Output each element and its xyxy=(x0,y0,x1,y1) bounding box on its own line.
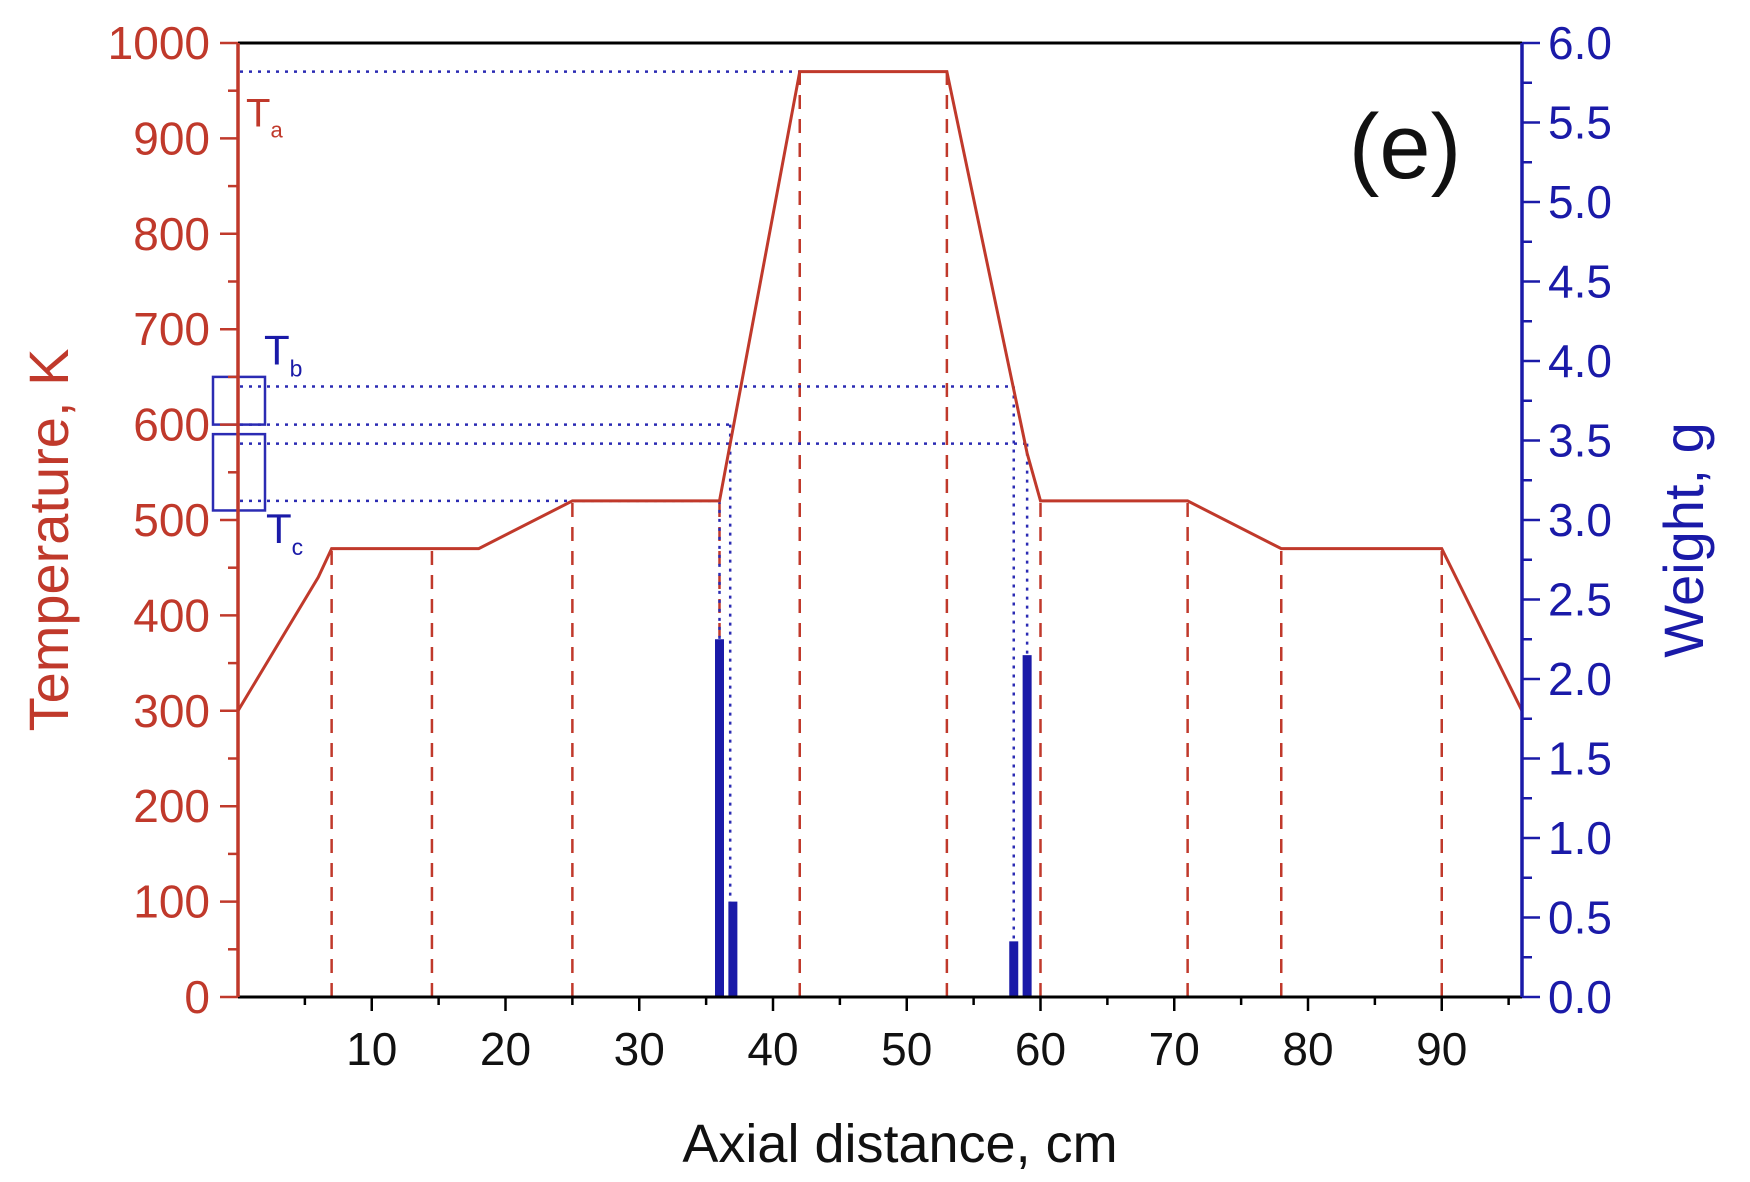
reference-label-main: T xyxy=(264,326,290,373)
y-left-tick-label: 500 xyxy=(133,494,210,546)
weight-bars-layer xyxy=(715,639,1032,997)
x-tick-label: 60 xyxy=(1015,1023,1066,1075)
x-tick-label: 20 xyxy=(480,1023,531,1075)
panel-label: (e) xyxy=(1349,96,1461,198)
axes-layer xyxy=(220,41,1540,1011)
reference-label-subscript: b xyxy=(290,355,303,381)
x-tick-label: 80 xyxy=(1282,1023,1333,1075)
y-right-tick-label: 5.5 xyxy=(1548,97,1612,149)
y-right-tick-label: 3.5 xyxy=(1548,415,1612,467)
y-left-tick-label: 100 xyxy=(133,876,210,928)
temperature-line-layer xyxy=(236,70,1524,712)
y-left-tick-label: 800 xyxy=(133,208,210,260)
x-tick-label: 70 xyxy=(1149,1023,1200,1075)
y-right-tick-label: 1.0 xyxy=(1548,812,1612,864)
x-tick-label: 40 xyxy=(747,1023,798,1075)
y-right-tick-label: 3.0 xyxy=(1548,494,1612,546)
x-tick-label: 10 xyxy=(346,1023,397,1075)
reference-label-subscript: c xyxy=(292,534,304,560)
y-left-tick-label: 600 xyxy=(133,399,210,451)
reference-label-main: T xyxy=(246,92,270,136)
reference-label-tc: Tc xyxy=(266,505,303,560)
y-right-tick-label: 5.0 xyxy=(1548,176,1612,228)
y-left-tick-label: 200 xyxy=(133,780,210,832)
y-left-tick-label: 300 xyxy=(133,685,210,737)
y-right-tick-label: 4.5 xyxy=(1548,256,1612,308)
y-axis-left-label: Temperature, K xyxy=(17,349,80,732)
y-right-tick-label: 6.0 xyxy=(1548,17,1612,69)
y-left-tick-label: 700 xyxy=(133,303,210,355)
temperature-profile-line xyxy=(236,70,1524,712)
reference-label-main: T xyxy=(266,505,292,552)
y-right-tick-label: 0.5 xyxy=(1548,892,1612,944)
y-right-tick-label: 4.0 xyxy=(1548,335,1612,387)
x-tick-label: 30 xyxy=(614,1023,665,1075)
y-axis-right-label: Weight, g xyxy=(1652,422,1715,658)
weight-bar xyxy=(715,639,724,997)
guide-lines-layer xyxy=(211,70,1443,997)
y-left-tick-label: 900 xyxy=(133,112,210,164)
y-left-tick-label: 1000 xyxy=(108,17,210,69)
weight-bar xyxy=(728,901,738,997)
x-axis-label: Axial distance, cm xyxy=(682,1114,1117,1174)
y-left-tick-label: 0 xyxy=(184,971,210,1023)
weight-bar xyxy=(1009,941,1019,997)
text-layer: (e) Axial distance, cm Temperature, K We… xyxy=(17,17,1715,1174)
x-tick-label: 90 xyxy=(1416,1023,1467,1075)
y-right-tick-label: 0.0 xyxy=(1548,971,1612,1023)
y-right-tick-label: 2.0 xyxy=(1548,653,1612,705)
reference-label-tb: Tb xyxy=(264,326,302,381)
y-left-tick-label: 400 xyxy=(133,589,210,641)
y-right-tick-label: 1.5 xyxy=(1548,733,1612,785)
y-right-tick-label: 2.5 xyxy=(1548,574,1612,626)
reference-label-subscript: a xyxy=(270,118,283,143)
weight-bar xyxy=(1022,655,1032,997)
x-tick-label: 50 xyxy=(881,1023,932,1075)
reference-label-ta: Ta xyxy=(246,92,283,143)
